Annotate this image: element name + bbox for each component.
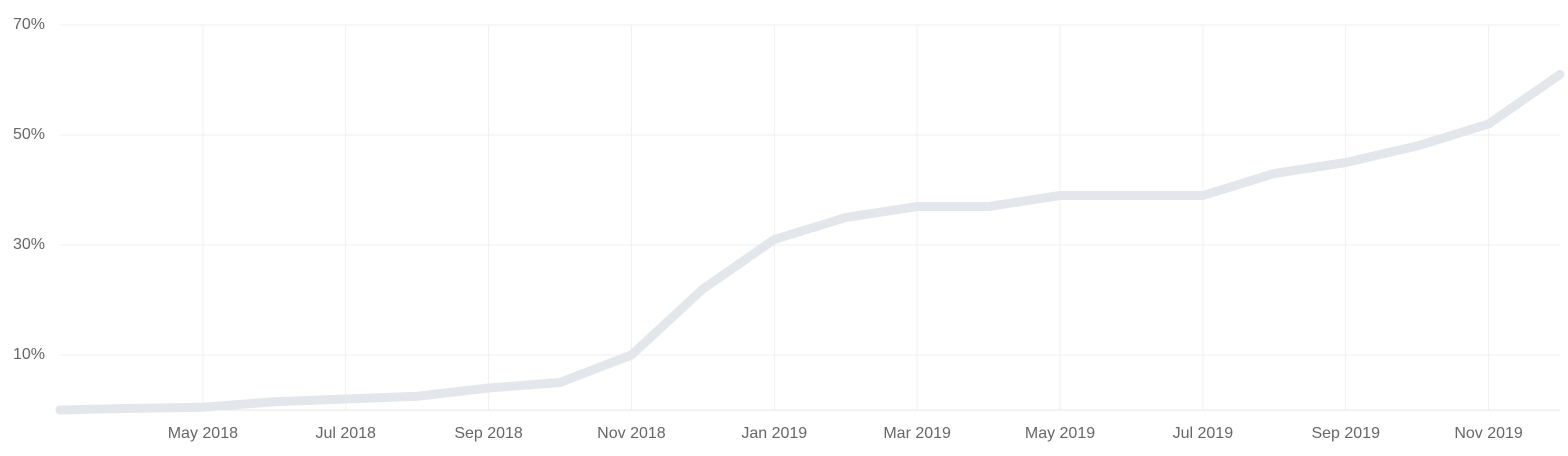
x-tick-label: Nov 2018 [597, 425, 666, 442]
x-tick-label: Jan 2019 [741, 425, 807, 442]
x-tick-label: Nov 2019 [1454, 425, 1523, 442]
data-line [55, 70, 1565, 415]
x-tick-label: May 2019 [1025, 425, 1095, 442]
x-tick-label: May 2018 [168, 425, 238, 442]
y-tick-label: 50% [13, 126, 45, 143]
y-tick-label: 10% [13, 346, 45, 363]
y-tick-label: 30% [13, 236, 45, 253]
x-tick-label: Jul 2018 [315, 425, 376, 442]
y-tick-label: 70% [13, 16, 45, 33]
x-tick-label: Mar 2019 [883, 425, 951, 442]
x-tick-label: Sep 2019 [1311, 425, 1380, 442]
x-tick-label: Jul 2019 [1173, 425, 1234, 442]
x-tick-label: Sep 2018 [454, 425, 523, 442]
